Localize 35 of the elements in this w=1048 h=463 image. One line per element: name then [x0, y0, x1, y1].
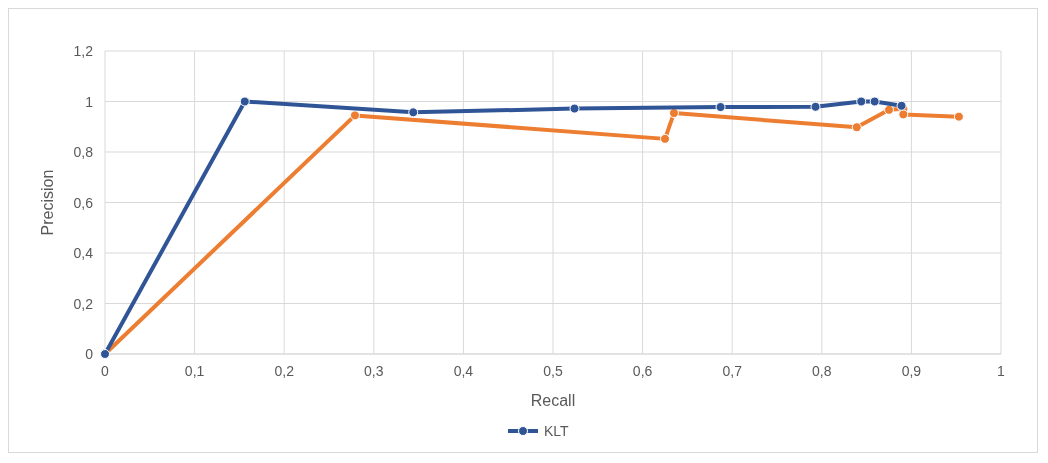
point	[898, 109, 909, 120]
point	[810, 101, 821, 112]
point	[715, 102, 726, 113]
point	[851, 122, 862, 133]
x-tick-label: 0,2	[274, 363, 295, 379]
y-tick-label: 0,8	[73, 144, 94, 160]
point	[569, 103, 580, 114]
point	[239, 96, 250, 107]
x-tick-label: 0	[101, 363, 110, 379]
x-tick-label: 1	[997, 363, 1006, 379]
legend-label: KLT	[544, 423, 570, 439]
x-tick-label: 0,9	[901, 363, 922, 379]
y-tick-label: 0	[85, 346, 94, 362]
y-tick-label: 0,2	[73, 295, 94, 312]
y-tick-label: 0,4	[73, 245, 94, 261]
point	[408, 107, 419, 118]
x-tick-label: 0,5	[543, 363, 563, 379]
point	[856, 96, 867, 107]
point	[668, 108, 679, 119]
point	[660, 133, 670, 144]
y-tick-label: 1	[85, 93, 94, 110]
point	[884, 104, 894, 115]
x-tick-label: 0,3	[364, 363, 384, 379]
y-tick-label: 0,6	[73, 194, 94, 211]
x-axis-title: Recall	[530, 392, 576, 409]
y-tick-label: 1,2	[73, 43, 94, 59]
x-tick-label: 0,6	[632, 363, 653, 379]
x-tick-label: 0,1	[184, 363, 205, 379]
x-tick-label: 0,8	[812, 363, 832, 379]
point	[953, 111, 964, 122]
point	[349, 110, 360, 121]
x-tick-label: 0,4	[453, 363, 474, 379]
y-axis-title: Precision	[39, 169, 56, 236]
x-tick-label: 0,7	[722, 363, 743, 379]
point	[869, 96, 880, 107]
